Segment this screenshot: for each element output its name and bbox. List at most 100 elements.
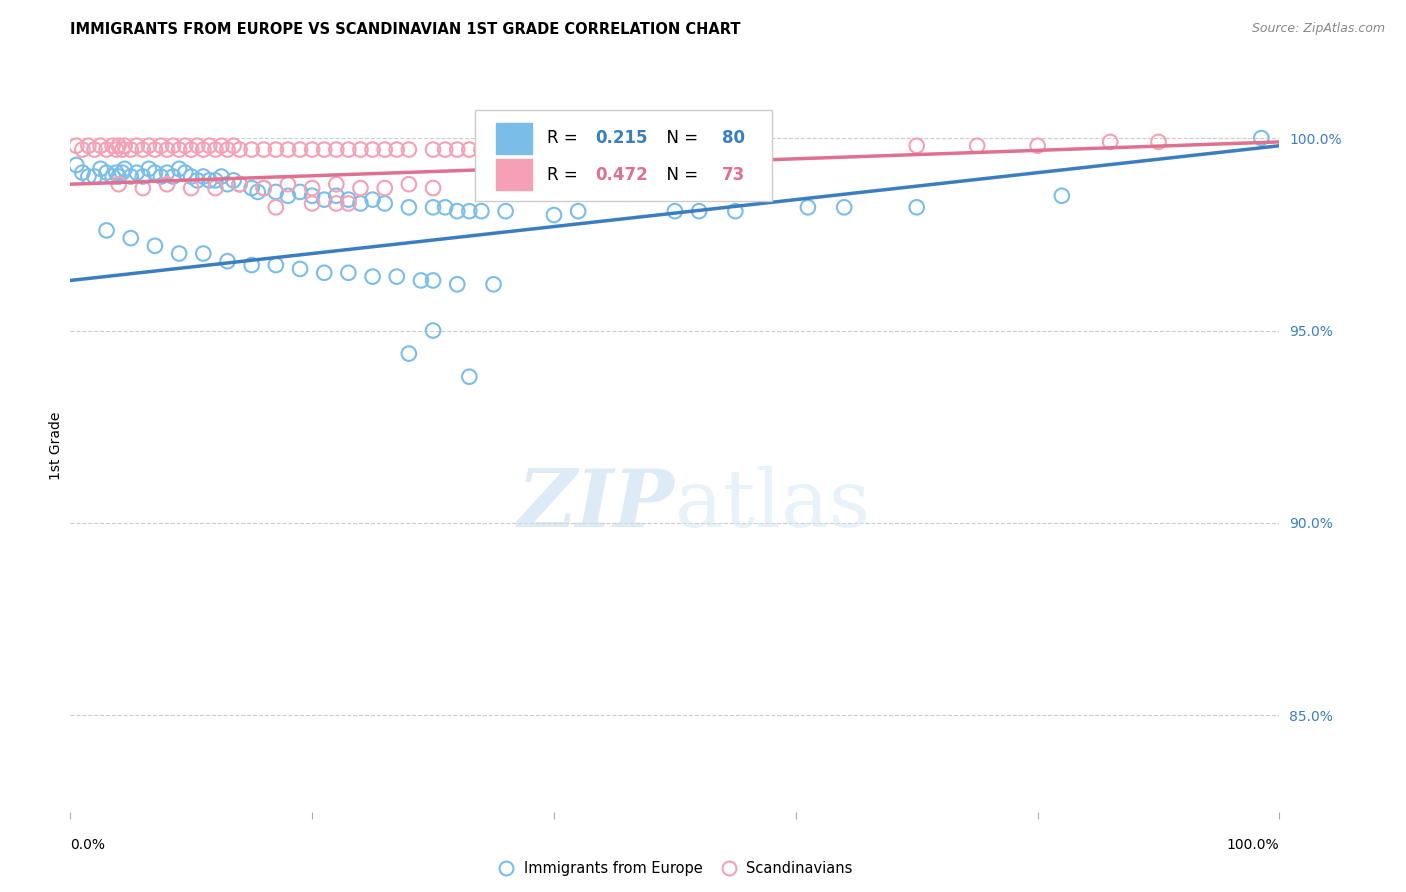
Point: [688, 204, 710, 219]
Point: [409, 273, 432, 287]
Point: [125, 166, 148, 180]
Point: [905, 200, 928, 214]
Point: [314, 266, 336, 280]
Point: [83, 169, 105, 184]
Point: [361, 143, 384, 157]
Point: [65, 138, 87, 153]
Point: [228, 178, 250, 192]
Point: [193, 143, 215, 157]
Point: [349, 181, 371, 195]
Point: [96, 223, 118, 237]
Point: [132, 143, 155, 157]
Point: [361, 269, 384, 284]
Text: N =: N =: [655, 166, 703, 184]
Text: 0.215: 0.215: [595, 129, 648, 147]
Point: [385, 269, 408, 284]
Point: [314, 143, 336, 157]
Point: [1250, 131, 1272, 145]
Point: [398, 346, 420, 360]
Point: [446, 277, 468, 292]
Point: [180, 181, 202, 195]
Point: [174, 138, 197, 153]
Point: [446, 204, 468, 219]
Point: [211, 169, 233, 184]
Point: [228, 178, 250, 192]
Point: [77, 169, 100, 184]
Point: [83, 143, 105, 157]
Point: [482, 143, 505, 157]
Text: atlas: atlas: [675, 466, 870, 543]
Point: [120, 143, 142, 157]
Point: [162, 138, 184, 153]
Point: [111, 166, 134, 180]
Point: [114, 138, 136, 153]
Point: [470, 204, 492, 219]
Text: ZIP: ZIP: [517, 466, 675, 543]
Text: N =: N =: [655, 129, 703, 147]
Point: [253, 181, 276, 195]
Point: [314, 193, 336, 207]
Point: [156, 166, 179, 180]
Point: [186, 173, 208, 187]
Point: [264, 200, 287, 214]
Point: [1147, 135, 1170, 149]
Point: [374, 143, 396, 157]
Point: [288, 143, 311, 157]
Point: [150, 138, 173, 153]
Point: [174, 166, 197, 180]
Point: [446, 143, 468, 157]
Y-axis label: 1st Grade: 1st Grade: [49, 412, 63, 480]
Point: [458, 369, 481, 384]
Text: R =: R =: [547, 166, 582, 184]
Point: [101, 169, 124, 184]
Point: [434, 143, 457, 157]
FancyBboxPatch shape: [475, 110, 772, 201]
Point: [253, 181, 276, 195]
Text: 0.472: 0.472: [595, 166, 648, 184]
Point: [337, 193, 360, 207]
Bar: [496, 160, 533, 190]
Point: [434, 200, 457, 214]
Point: [905, 138, 928, 153]
Point: [198, 173, 221, 187]
Point: [724, 204, 747, 219]
Point: [186, 138, 208, 153]
Text: IMMIGRANTS FROM EUROPE VS SCANDINAVIAN 1ST GRADE CORRELATION CHART: IMMIGRANTS FROM EUROPE VS SCANDINAVIAN 1…: [70, 22, 741, 37]
Point: [156, 178, 179, 192]
Point: [96, 143, 118, 157]
Point: [301, 181, 323, 195]
Point: [422, 181, 444, 195]
Point: [222, 138, 245, 153]
Bar: [496, 123, 533, 153]
Point: [543, 208, 565, 222]
Point: [337, 143, 360, 157]
Point: [398, 143, 420, 157]
Point: [222, 173, 245, 187]
Point: [567, 204, 589, 219]
Point: [217, 254, 239, 268]
Point: [422, 143, 444, 157]
Point: [217, 178, 239, 192]
Text: R =: R =: [547, 129, 582, 147]
Point: [277, 188, 299, 202]
Point: [337, 196, 360, 211]
Point: [240, 258, 263, 272]
Point: [240, 143, 263, 157]
Legend: Immigrants from Europe, Scandinavians: Immigrants from Europe, Scandinavians: [492, 855, 858, 882]
Point: [325, 196, 347, 211]
Point: [277, 178, 299, 192]
Point: [120, 169, 142, 184]
Point: [246, 185, 269, 199]
Point: [167, 143, 190, 157]
Point: [325, 143, 347, 157]
Point: [138, 161, 160, 176]
Point: [167, 161, 190, 176]
Point: [193, 246, 215, 260]
Point: [162, 169, 184, 184]
Point: [337, 266, 360, 280]
Point: [143, 166, 166, 180]
Point: [107, 138, 129, 153]
Point: [65, 158, 87, 172]
Point: [482, 277, 505, 292]
Point: [132, 169, 155, 184]
